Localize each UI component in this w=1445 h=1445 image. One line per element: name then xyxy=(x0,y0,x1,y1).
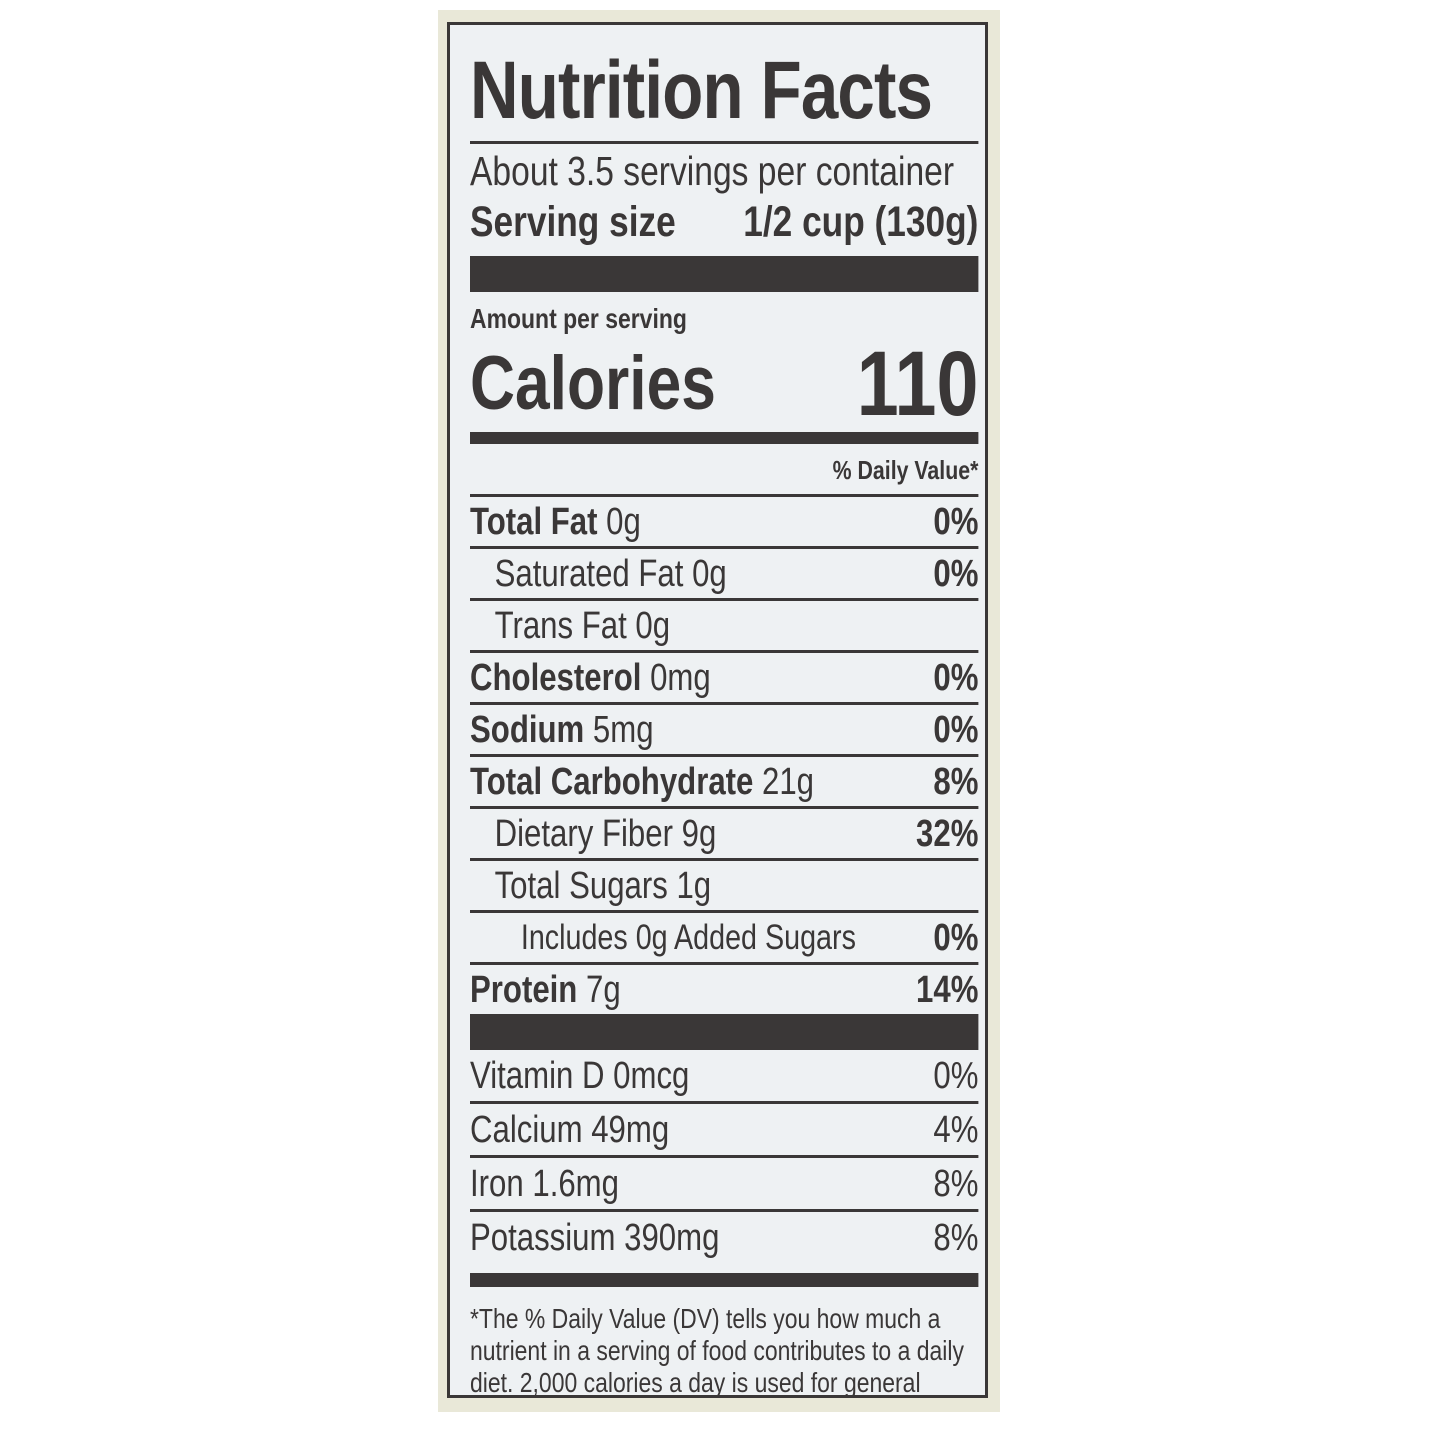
vitamin-amount: 390mg xyxy=(624,1216,720,1259)
calories-row: Calories 110 xyxy=(470,336,978,432)
nutrient-name: Cholesterol xyxy=(470,656,642,699)
vitamin-amount: 49mg xyxy=(591,1108,670,1151)
nutrient-row: Sodium 5mg 0% xyxy=(470,702,979,754)
nutrient-name: Sodium xyxy=(470,708,585,751)
nutrient-row: Cholesterol 0mg 0% xyxy=(470,650,979,702)
serving-size: Serving size 1/2 cup (130g) xyxy=(470,194,978,256)
nutrient-row: Total Fat 0g 0% xyxy=(470,494,979,546)
thick-divider xyxy=(470,256,979,292)
nutrient-amount: 5mg xyxy=(592,708,654,751)
nutrient-dv: 0% xyxy=(933,708,979,751)
nutrient-amount: 0g xyxy=(692,552,727,595)
nutrient-amount: 1g xyxy=(676,864,712,907)
vitamin-amount: 1.6mg xyxy=(532,1162,619,1205)
thick-divider xyxy=(470,1014,979,1050)
nutrient-row: Dietary Fiber 9g 32% xyxy=(470,806,979,858)
vitamin-row: Potassium 390mg 8% xyxy=(470,1209,979,1263)
calories-label: Calories xyxy=(470,341,716,426)
nutrient-dv: 0% xyxy=(933,500,979,543)
servings-per-container: About 3.5 servings per container xyxy=(470,148,955,194)
vitamin-row: Calcium 49mg 4% xyxy=(470,1101,979,1155)
vitamin-dv: 8% xyxy=(933,1162,979,1205)
vitamin-dv: 0% xyxy=(933,1054,979,1097)
label-title: Nutrition Facts xyxy=(470,45,933,136)
nutrient-name: Includes 0g Added Sugars xyxy=(520,917,856,957)
nutrient-name: Total Fat xyxy=(470,500,598,543)
nutrient-amount: 0g xyxy=(635,604,671,647)
calories-value: 110 xyxy=(856,333,979,435)
medium-divider xyxy=(470,1273,979,1287)
nutrient-dv: 0% xyxy=(933,552,979,595)
nutrient-amount: 21g xyxy=(762,760,815,803)
nutrient-amount: 0g xyxy=(606,500,641,543)
nutrient-dv: 14% xyxy=(916,968,979,1011)
nutrient-amount: 9g xyxy=(681,812,717,855)
vitamin-name: Iron xyxy=(470,1162,524,1205)
nutrient-row: Includes 0g Added Sugars 0% xyxy=(470,910,979,962)
vitamin-name: Calcium xyxy=(470,1108,583,1151)
serving-size-value: 1/2 cup (130g) xyxy=(743,198,979,246)
vitamin-name: Vitamin D xyxy=(470,1054,605,1097)
nutrient-row: Trans Fat 0g xyxy=(470,598,979,650)
amount-per-serving: Amount per serving xyxy=(470,303,687,334)
vitamin-dv: 8% xyxy=(933,1216,979,1259)
nutrient-name: Total Carbohydrate xyxy=(470,760,754,803)
nutrient-name: Protein xyxy=(470,968,578,1011)
serving-size-label: Serving size xyxy=(470,198,676,246)
nutrient-row: Total Carbohydrate 21g 8% xyxy=(470,754,979,806)
nutrient-name: Dietary Fiber xyxy=(494,812,673,855)
divider xyxy=(470,141,979,144)
nutrient-dv: 8% xyxy=(933,760,979,803)
vitamin-row: Vitamin D 0mcg 0% xyxy=(470,1050,978,1101)
vitamin-amount: 0mcg xyxy=(613,1054,690,1097)
vitamin-name: Potassium xyxy=(470,1216,616,1259)
nutrient-dv: 0% xyxy=(933,656,979,699)
nutrient-amount: 7g xyxy=(586,968,621,1011)
nutrient-row: Saturated Fat 0g 0% xyxy=(470,546,979,598)
daily-value-header: % Daily Value* xyxy=(832,455,979,485)
nutrient-amount: 0mg xyxy=(650,656,711,699)
nutrient-name: Saturated Fat xyxy=(494,552,684,595)
nutrient-name: Trans Fat xyxy=(494,604,627,647)
vitamin-dv: 4% xyxy=(933,1108,979,1151)
vitamin-row: Iron 1.6mg 8% xyxy=(470,1155,979,1209)
nutrition-facts-label: Nutrition Facts About 3.5 servings per c… xyxy=(447,22,988,1398)
nutrient-dv: 32% xyxy=(916,812,979,855)
nutrient-name: Total Sugars xyxy=(494,864,668,907)
footnote: *The % Daily Value (DV) tells you how mu… xyxy=(470,1303,964,1398)
nutrient-dv: 0% xyxy=(933,916,979,959)
medium-divider xyxy=(470,432,979,444)
nutrient-row: Protein 7g 14% xyxy=(470,962,979,1014)
nutrient-row: Total Sugars 1g xyxy=(470,858,979,910)
